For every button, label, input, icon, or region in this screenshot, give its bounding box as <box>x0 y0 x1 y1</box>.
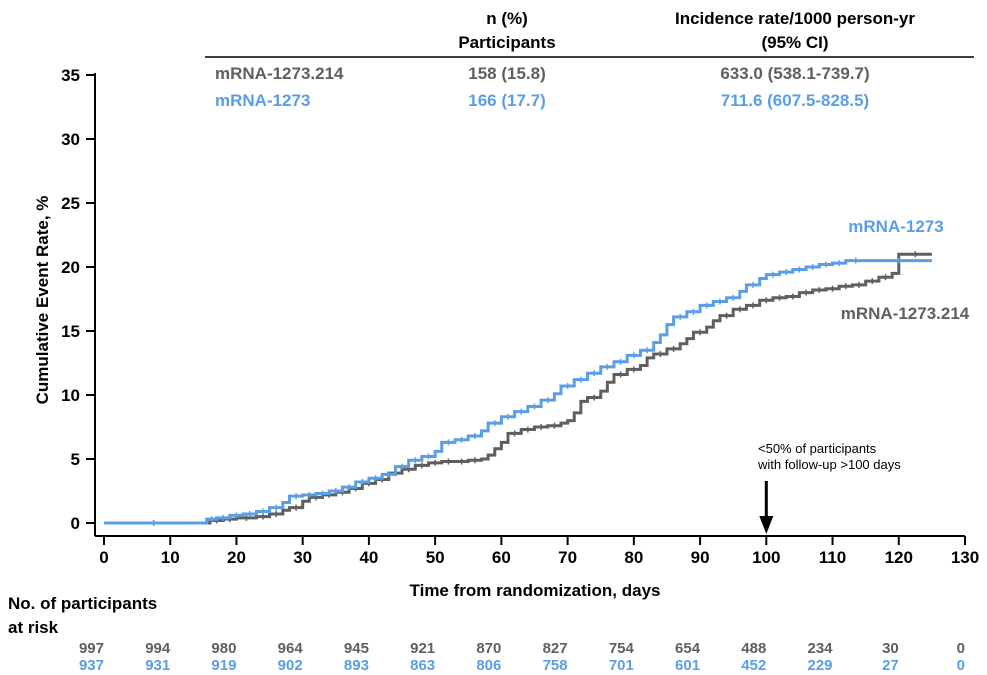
series-label-mrna-1273: mRNA-1273 <box>848 217 943 236</box>
at-risk-value: 601 <box>675 657 700 674</box>
annotation-line2: with follow-up >100 days <box>757 457 901 472</box>
x-tick-label: 100 <box>752 548 780 567</box>
at-risk-value: 863 <box>410 657 435 674</box>
at-risk-value: 30 <box>882 640 899 657</box>
y-tick-label: 5 <box>71 450 80 469</box>
at-risk-value: 893 <box>344 657 369 674</box>
table-row-ir: 633.0 (538.1-739.7) <box>720 64 869 83</box>
series-line-0 <box>104 252 932 525</box>
x-tick-label: 0 <box>99 548 108 567</box>
table-row-n: 166 (17.7) <box>468 91 546 110</box>
summary-table: n (%) Participants Incidence rate/1000 p… <box>205 9 974 110</box>
x-tick-label: 120 <box>885 548 913 567</box>
table-header-n-line1: n (%) <box>486 9 528 28</box>
x-axis-label: Time from randomization, days <box>410 581 661 600</box>
y-tick-label: 0 <box>71 514 80 533</box>
at-risk-value: 870 <box>476 640 501 657</box>
at-risk-label-line2: at risk <box>8 618 59 637</box>
at-risk-value: 980 <box>211 640 236 657</box>
at-risk-value: 0 <box>957 640 965 657</box>
at-risk-value: 806 <box>476 657 501 674</box>
at-risk-value: 452 <box>741 657 766 674</box>
follow-up-annotation: <50% of participants with follow-up >100… <box>757 441 901 534</box>
table-row-label: mRNA-1273.214 <box>215 64 344 83</box>
y-tick-label: 30 <box>61 130 80 149</box>
x-tick-label: 20 <box>227 548 246 567</box>
series-layer <box>104 251 932 526</box>
table-row-label: mRNA-1273 <box>215 91 310 110</box>
y-tick-label: 20 <box>61 258 80 277</box>
table-header-ir-line2: (95% CI) <box>761 33 828 52</box>
at-risk-value: 964 <box>278 640 304 657</box>
table-row-ir: 711.6 (607.5-828.5) <box>721 91 869 110</box>
at-risk-value: 827 <box>543 640 568 657</box>
at-risk-value: 654 <box>675 640 701 657</box>
at-risk-value: 902 <box>278 657 303 674</box>
at-risk-value: 234 <box>808 640 834 657</box>
x-ticks: 0 10 20 30 40 50 60 70 80 90 100 110 120 130 <box>99 536 979 567</box>
x-tick-label: 60 <box>492 548 511 567</box>
y-tick-label: 25 <box>61 194 80 213</box>
at-risk-value: 937 <box>79 657 104 674</box>
y-ticks: 0 5 10 15 20 25 30 35 <box>61 66 95 533</box>
x-tick-label: 30 <box>293 548 312 567</box>
x-tick-label: 110 <box>819 548 846 567</box>
x-tick-label: 40 <box>359 548 378 567</box>
series-label-mrna-1273-214: mRNA-1273.214 <box>841 304 970 323</box>
at-risk-value: 701 <box>609 657 634 674</box>
at-risk-value: 945 <box>344 640 369 657</box>
at-risk-value: 997 <box>79 640 104 657</box>
at-risk-value: 758 <box>543 657 568 674</box>
series-labels: mRNA-1273 mRNA-1273.214 <box>841 217 970 323</box>
y-tick-label: 10 <box>61 386 80 405</box>
y-axis-label: Cumulative Event Rate, % <box>33 196 52 405</box>
x-tick-label: 90 <box>691 548 710 567</box>
at-risk-value: 994 <box>145 640 171 657</box>
annotation-line1: <50% of participants <box>758 441 877 456</box>
at-risk-value: 919 <box>211 657 236 674</box>
at-risk-label-line1: No. of participants <box>8 594 157 613</box>
y-tick-label: 35 <box>61 66 80 85</box>
axes: 0 5 10 15 20 25 30 35 0 10 20 30 40 50 60 70 80 90 100 110… <box>33 66 979 600</box>
at-risk-value: 931 <box>145 657 170 674</box>
table-header-ir-line1: Incidence rate/1000 person-yr <box>675 9 915 28</box>
at-risk-value: 27 <box>882 657 899 674</box>
at-risk-value: 488 <box>741 640 766 657</box>
x-tick-label: 50 <box>426 548 445 567</box>
at-risk-value: 0 <box>957 657 965 674</box>
at-risk-value: 229 <box>808 657 833 674</box>
at-risk-value: 921 <box>410 640 435 657</box>
x-tick-label: 70 <box>558 548 577 567</box>
at-risk-rows: 997 994 980 964 945 921 870 827 754 654 488 234 30 0 9… <box>79 640 965 674</box>
series-line-1 <box>104 259 932 525</box>
annotation-arrow-head <box>759 516 774 534</box>
x-tick-label: 10 <box>161 548 180 567</box>
y-tick-label: 15 <box>61 322 80 341</box>
table-header-n-line2: Participants <box>458 33 555 52</box>
table-row-n: 158 (15.8) <box>468 64 546 83</box>
at-risk-table: No. of participants at risk 997 994 980 964… <box>8 594 965 674</box>
at-risk-value: 754 <box>609 640 635 657</box>
x-tick-label: 130 <box>951 548 979 567</box>
x-tick-label: 80 <box>624 548 643 567</box>
